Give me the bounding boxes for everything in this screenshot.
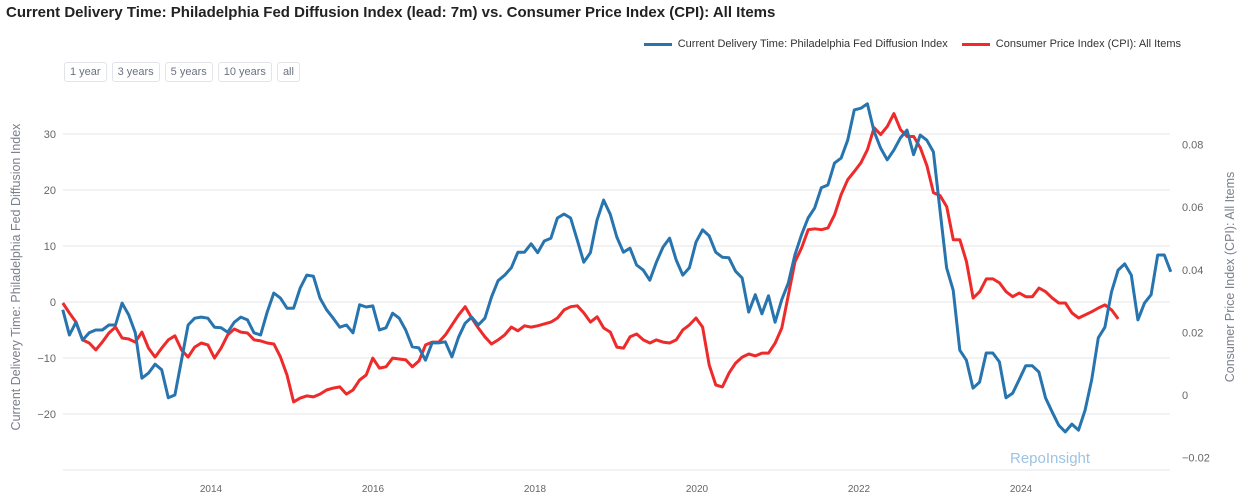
range-5-years-button[interactable]: 5 years (164, 62, 213, 82)
x-tick-label: 2018 (524, 484, 547, 495)
legend-item-cpi[interactable]: Consumer Price Index (CPI): All Items (961, 38, 1181, 50)
left-tick-label: −20 (37, 409, 56, 421)
left-tick-label: 0 (50, 297, 56, 309)
right-tick-label: 0.06 (1182, 202, 1203, 214)
right-tick-label: 0.04 (1182, 265, 1203, 277)
x-tick-label: 2014 (200, 484, 223, 495)
chart-title: Current Delivery Time: Philadelphia Fed … (6, 4, 776, 21)
left-tick-label: −10 (37, 353, 56, 365)
x-tick-label: 2024 (1010, 484, 1033, 495)
x-tick-label: 2020 (686, 484, 709, 495)
range-10-years-button[interactable]: 10 years (217, 62, 272, 82)
left-tick-label: 10 (44, 241, 56, 253)
range-3-years-button[interactable]: 3 years (111, 62, 160, 82)
legend-item-delivery-time[interactable]: Current Delivery Time: Philadelphia Fed … (643, 38, 948, 50)
legend-swatch-blue (643, 42, 672, 46)
x-tick-label: 2016 (362, 484, 385, 495)
left-tick-label: 20 (44, 185, 56, 197)
legend-label: Consumer Price Index (CPI): All Items (995, 38, 1181, 50)
left-tick-label: 30 (44, 129, 56, 141)
right-tick-label: 0 (1182, 390, 1188, 402)
range-all-button[interactable]: all (276, 62, 300, 82)
legend: Current Delivery Time: Philadelphia Fed … (643, 38, 1181, 50)
right-tick-label: −0.02 (1182, 453, 1210, 465)
series-line-delivery-time (61, 102, 1173, 434)
right-tick-label: 0.02 (1182, 327, 1203, 339)
x-tick-label: 2022 (848, 484, 871, 495)
series-line-cpi (61, 112, 1120, 404)
watermark: RepoInsight (1010, 450, 1091, 467)
range-selector: 1 year 3 years 5 years 10 years all (64, 62, 300, 82)
range-1-year-button[interactable]: 1 year (64, 62, 107, 82)
legend-label: Current Delivery Time: Philadelphia Fed … (677, 38, 948, 50)
legend-swatch-red (961, 42, 990, 46)
right-tick-label: 0.08 (1182, 140, 1203, 152)
